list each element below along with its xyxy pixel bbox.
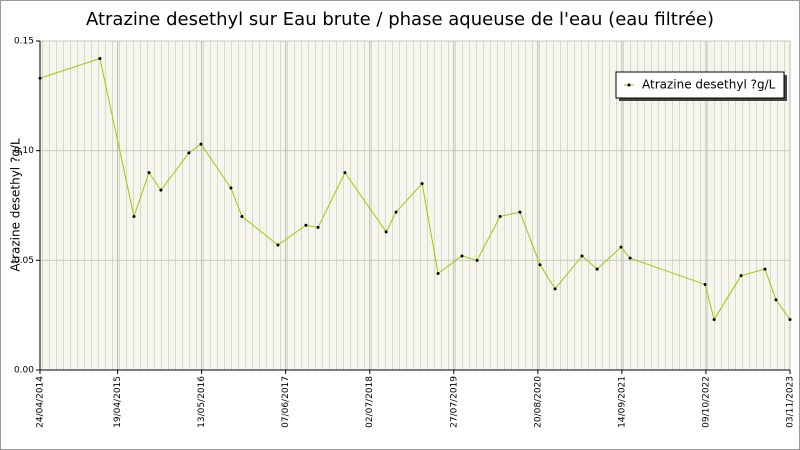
data-point	[240, 214, 244, 218]
data-point	[384, 230, 388, 234]
data-point	[774, 298, 778, 302]
data-point	[420, 182, 424, 186]
data-point	[229, 186, 233, 190]
data-point	[304, 223, 308, 227]
x-tick-label: 07/06/2017	[281, 376, 291, 428]
x-tick-label: 03/11/2023	[786, 376, 796, 428]
data-point	[498, 214, 502, 218]
x-tick-label: 13/05/2016	[197, 376, 207, 428]
data-point	[159, 188, 163, 192]
data-point	[518, 210, 522, 214]
data-point	[475, 258, 479, 262]
data-point	[712, 318, 716, 322]
x-tick-label: 20/08/2020	[533, 376, 543, 428]
data-point	[132, 214, 136, 218]
x-tick-label: 24/04/2014	[36, 376, 46, 428]
data-point	[628, 256, 632, 260]
x-tick-label: 27/07/2019	[449, 376, 459, 428]
data-point	[788, 318, 792, 322]
y-tick-label: 0.15	[14, 37, 34, 47]
data-point	[98, 57, 102, 61]
data-point	[276, 243, 280, 247]
x-tick-label: 14/09/2021	[617, 376, 627, 428]
y-tick-label: 0.05	[14, 256, 34, 266]
data-point	[538, 263, 542, 267]
data-point	[580, 254, 584, 258]
legend-marker	[627, 83, 631, 87]
y-axis-label: Atrazine desethyl ?g/L	[9, 138, 23, 272]
data-point	[739, 274, 743, 278]
data-point	[763, 267, 767, 271]
legend-box	[615, 71, 785, 99]
y-tick-label: 0.00	[14, 366, 34, 376]
data-point	[147, 171, 151, 175]
data-point	[316, 225, 320, 229]
chart-title: Atrazine desethyl sur Eau brute / phase …	[86, 9, 714, 30]
data-point	[553, 287, 557, 291]
data-point	[703, 282, 707, 286]
legend-label: Atrazine desethyl ?g/L	[642, 78, 776, 92]
data-point	[199, 142, 203, 146]
data-point	[460, 254, 464, 258]
data-point	[394, 210, 398, 214]
data-point	[436, 271, 440, 275]
y-tick-label: 0.10	[14, 146, 34, 156]
data-point	[187, 151, 191, 155]
data-point	[343, 171, 347, 175]
x-tick-label: 09/10/2022	[701, 376, 711, 428]
data-point	[38, 76, 42, 80]
x-tick-label: 19/04/2015	[113, 376, 123, 428]
data-point	[619, 245, 623, 249]
data-point	[595, 267, 599, 271]
x-tick-label: 02/07/2018	[365, 376, 375, 428]
